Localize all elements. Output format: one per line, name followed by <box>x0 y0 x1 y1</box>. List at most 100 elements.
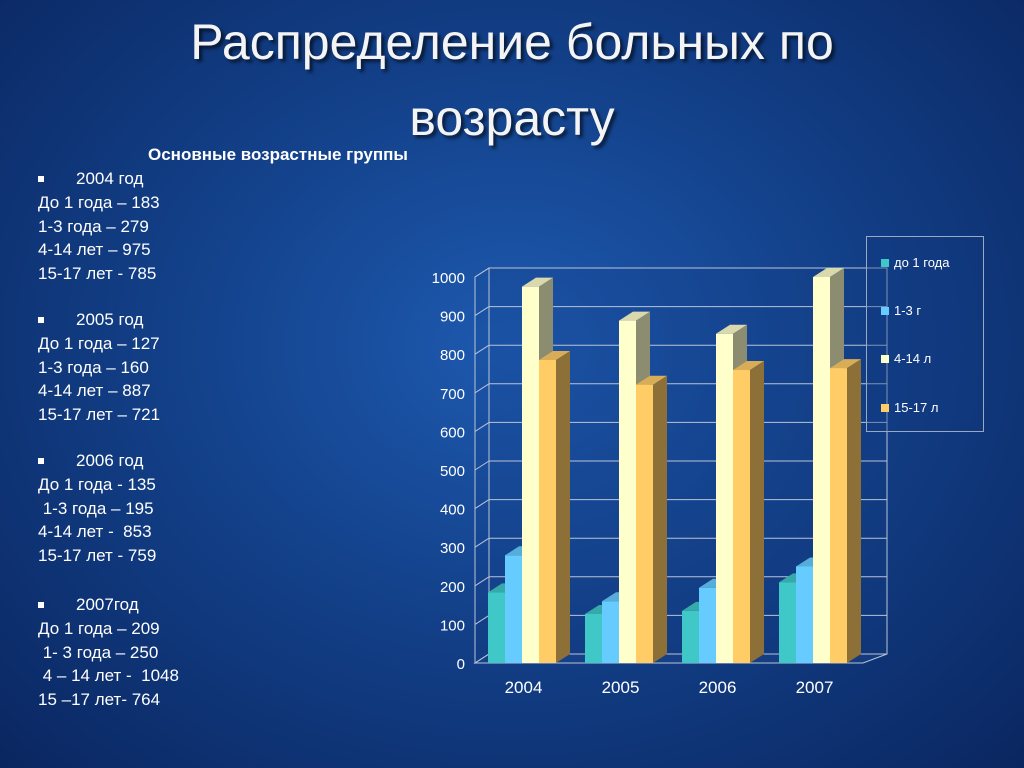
year-group: 2004 год До 1 года – 183 1-3 года – 279 4-1… <box>38 167 288 285</box>
bar <box>830 368 847 663</box>
gridline-diagonal <box>474 383 490 394</box>
bar <box>585 613 602 663</box>
bar <box>733 370 750 663</box>
bullet-icon <box>38 317 44 323</box>
gridline-diagonal <box>474 537 490 548</box>
bar <box>716 333 733 663</box>
gridline-diagonal <box>474 499 490 510</box>
year-label: 2007год <box>76 595 139 614</box>
bar-side <box>653 375 667 663</box>
year-heading: 2007год <box>38 593 288 617</box>
bar <box>813 277 830 663</box>
bar <box>619 320 636 663</box>
bar-top <box>522 277 553 287</box>
y-tick-label: 900 <box>440 309 465 326</box>
age-count-line: 4 – 14 лет - 1048 <box>38 666 179 685</box>
y-tick-label: 700 <box>440 386 465 403</box>
legend-item: 15-17 л <box>881 400 938 415</box>
gridline-diagonal <box>474 344 490 355</box>
slide-title-line-1: Распределение больных по <box>190 14 834 70</box>
age-count-line: 15-17 лет – 721 <box>38 404 161 424</box>
bar <box>505 555 522 663</box>
gridline-diagonal <box>474 306 490 317</box>
bar <box>682 610 699 663</box>
bar <box>636 384 653 663</box>
bar-top <box>619 311 650 321</box>
age-count-line: До 1 года – 209 <box>38 619 160 638</box>
gridline-diagonal <box>474 267 490 278</box>
y-tick-label: 200 <box>440 579 465 596</box>
chart-legend: до 1 года 1-3 г 4-14 л 15-17 л <box>866 236 984 432</box>
age-count-line: До 1 года – 127 <box>38 334 160 353</box>
bar <box>522 286 539 663</box>
legend-swatch <box>881 307 889 315</box>
bar-side <box>556 350 570 663</box>
x-tick-label: 2005 <box>602 678 640 697</box>
legend-swatch <box>881 259 889 267</box>
bar-top <box>830 359 861 369</box>
y-tick-label: 500 <box>440 463 465 480</box>
legend-item: до 1 года <box>881 255 950 270</box>
age-count-line: 4-14 лет – 975 <box>38 240 151 259</box>
gridline-diagonal <box>474 576 490 587</box>
age-count-line: 1-3 года – 160 <box>38 357 149 377</box>
year-heading: 2006 год <box>38 449 288 473</box>
bar-side <box>847 359 861 663</box>
year-label: 2004 год <box>76 169 144 188</box>
age-count-line: 1-3 года – 279 <box>38 216 149 236</box>
bar-top <box>716 324 747 334</box>
y-tick-label: 0 <box>457 656 465 673</box>
bar-top <box>733 361 764 371</box>
age-count-line: 1- 3 года – 250 <box>38 642 159 662</box>
year-group: 2006 год До 1 года - 135 1-3 года – 195 4-… <box>38 449 288 567</box>
y-tick-label: 400 <box>440 502 465 519</box>
gridline-diagonal <box>474 614 490 625</box>
bar <box>796 566 813 663</box>
y-tick-label: 600 <box>440 424 465 441</box>
year-label: 2005 год <box>76 310 144 329</box>
bar <box>539 359 556 663</box>
year-heading: 2005 год <box>38 308 288 332</box>
y-tick-label: 300 <box>440 540 465 557</box>
age-count-line: 4-14 лет – 887 <box>38 381 151 400</box>
legend-swatch <box>881 404 889 412</box>
year-group: 2005 год До 1 года – 127 1-3 года – 160 4-1… <box>38 308 288 426</box>
y-tick-label: 100 <box>440 617 465 634</box>
slide-title-line-2: возрасту <box>409 90 615 146</box>
legend-label: до 1 года <box>894 255 950 270</box>
legend-label: 15-17 л <box>894 400 939 415</box>
age-count-line: 15-17 лет - 785 <box>38 263 157 283</box>
bar-top <box>539 350 570 360</box>
age-count-line: 15-17 лет - 759 <box>38 545 157 565</box>
legend-item: 1-3 г <box>881 303 921 318</box>
bar <box>779 582 796 663</box>
gridline-diagonal <box>474 460 490 471</box>
year-group: 2007год До 1 года – 209 1- 3 года – 250 4… <box>38 593 288 711</box>
subtitle: Основные возрастные группы <box>148 145 408 164</box>
y-tick-label: 1000 <box>432 270 465 287</box>
age-count-line: 15 –17 лет- 764 <box>38 689 161 709</box>
gridline-diagonal <box>474 421 490 432</box>
bar <box>488 592 505 663</box>
legend-label: 4-14 л <box>894 351 932 366</box>
bullet-icon <box>38 602 44 608</box>
bar-top <box>636 375 667 385</box>
bar-side <box>750 361 764 663</box>
age-groups-list: 2004 год До 1 года – 183 1-3 года – 279 4-1… <box>38 167 288 734</box>
age-count-line: До 1 года - 135 <box>38 475 156 494</box>
age-count-line: 1-3 года – 195 <box>38 498 154 518</box>
bullet-icon <box>38 176 44 182</box>
x-tick-label: 2007 <box>796 678 834 697</box>
legend-item: 4-14 л <box>881 351 931 366</box>
x-tick-label: 2006 <box>699 678 737 697</box>
year-heading: 2004 год <box>38 167 288 191</box>
x-tick-label: 2004 <box>505 678 543 697</box>
bar <box>602 601 619 663</box>
age-count-line: 4-14 лет - 853 <box>38 522 152 541</box>
legend-label: 1-3 г <box>894 303 922 318</box>
bar-top <box>813 268 844 277</box>
legend-swatch <box>881 355 889 363</box>
y-tick-label: 800 <box>440 347 465 364</box>
